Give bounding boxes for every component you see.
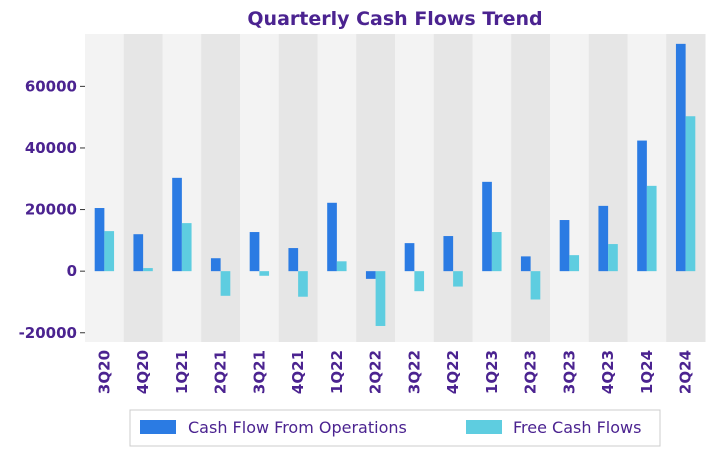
x-tick-label: 1Q23 xyxy=(483,350,501,394)
bar-free-cash-4Q22 xyxy=(453,271,463,287)
bar-free-cash-4Q20 xyxy=(143,268,153,272)
y-tick-label: 40000 xyxy=(25,139,77,157)
x-tick-label: 1Q24 xyxy=(638,350,656,394)
bar-operations-2Q24 xyxy=(675,43,686,272)
bar-free-cash-1Q22 xyxy=(336,261,347,272)
x-tick-label: 3Q20 xyxy=(95,350,113,394)
x-tick-label: 4Q23 xyxy=(599,350,617,394)
x-tick-label: 3Q23 xyxy=(560,350,578,394)
y-tick-label: 0 xyxy=(67,262,77,280)
x-tick-label: 4Q20 xyxy=(134,350,152,394)
x-tick-label: 2Q22 xyxy=(367,350,385,394)
x-tick-label: 2Q21 xyxy=(212,350,230,394)
x-tick-label: 3Q21 xyxy=(250,350,268,394)
legend-swatch-free-cash xyxy=(466,420,502,434)
x-tick-label: 4Q21 xyxy=(289,350,307,394)
bar-free-cash-3Q21 xyxy=(259,271,270,276)
y-axis-ticks: -20000 0 20000 40000 60000 xyxy=(19,77,85,342)
y-tick-label: 60000 xyxy=(25,77,77,95)
bars xyxy=(94,43,696,326)
bar-free-cash-1Q23 xyxy=(491,232,502,272)
bar-free-cash-3Q23 xyxy=(569,255,580,272)
bar-free-cash-1Q21 xyxy=(181,223,192,272)
bar-operations-2Q21 xyxy=(210,258,221,272)
bar-free-cash-2Q21 xyxy=(220,271,231,296)
bar-free-cash-4Q23 xyxy=(608,244,618,272)
x-tick-label: 2Q24 xyxy=(677,350,695,394)
y-tick-label: 20000 xyxy=(25,201,77,219)
band-1Q23 xyxy=(472,34,512,342)
band-4Q23 xyxy=(588,34,628,342)
x-tick-label: 1Q22 xyxy=(328,350,346,394)
bar-free-cash-3Q22 xyxy=(414,271,425,292)
bar-operations-4Q23 xyxy=(598,205,609,272)
bar-free-cash-4Q21 xyxy=(298,271,308,297)
bar-operations-1Q21 xyxy=(172,177,182,272)
legend-swatch-operations xyxy=(140,420,176,434)
bar-operations-4Q21 xyxy=(288,248,299,272)
bar-free-cash-2Q24 xyxy=(685,116,696,272)
band-3Q21 xyxy=(240,34,280,342)
x-tick-label: 2Q23 xyxy=(522,350,540,394)
x-tick-label: 3Q22 xyxy=(405,350,423,394)
bar-operations-4Q22 xyxy=(443,236,454,272)
x-tick-label: 1Q21 xyxy=(173,350,191,394)
chart-title: Quarterly Cash Flows Trend xyxy=(247,8,542,30)
bar-operations-2Q22 xyxy=(365,271,376,279)
legend: Cash Flow From Operations Free Cash Flow… xyxy=(129,409,661,447)
bar-operations-3Q21 xyxy=(249,232,260,272)
bar-operations-1Q24 xyxy=(637,140,647,272)
bar-free-cash-2Q23 xyxy=(530,271,541,300)
legend-label-free-cash: Free Cash Flows xyxy=(513,418,641,437)
band-3Q22 xyxy=(395,34,435,342)
band-4Q22 xyxy=(433,34,473,342)
band-3Q20 xyxy=(85,34,125,342)
bar-operations-1Q23 xyxy=(482,181,492,272)
y-tick-label: -20000 xyxy=(19,324,77,342)
bar-operations-3Q20 xyxy=(94,208,105,272)
legend-box xyxy=(129,409,661,447)
bar-operations-1Q22 xyxy=(327,202,337,272)
bar-operations-3Q23 xyxy=(559,220,570,272)
band-3Q23 xyxy=(550,34,590,342)
legend-label-operations: Cash Flow From Operations xyxy=(188,418,407,437)
band-4Q20 xyxy=(123,34,163,342)
bar-operations-3Q22 xyxy=(404,243,415,272)
x-axis-ticks: 3Q20 4Q20 1Q21 2Q21 3Q21 4Q21 1Q22 2Q22 3Q22 4Q22… xyxy=(95,350,694,394)
bar-free-cash-2Q22 xyxy=(375,271,386,326)
band-1Q22 xyxy=(317,34,357,342)
bar-free-cash-3Q20 xyxy=(104,231,115,272)
bar-operations-4Q20 xyxy=(133,234,144,272)
bar-free-cash-1Q24 xyxy=(646,185,657,272)
bar-operations-2Q23 xyxy=(520,256,531,272)
x-tick-label: 4Q22 xyxy=(444,350,462,394)
band-1Q21 xyxy=(162,34,202,342)
